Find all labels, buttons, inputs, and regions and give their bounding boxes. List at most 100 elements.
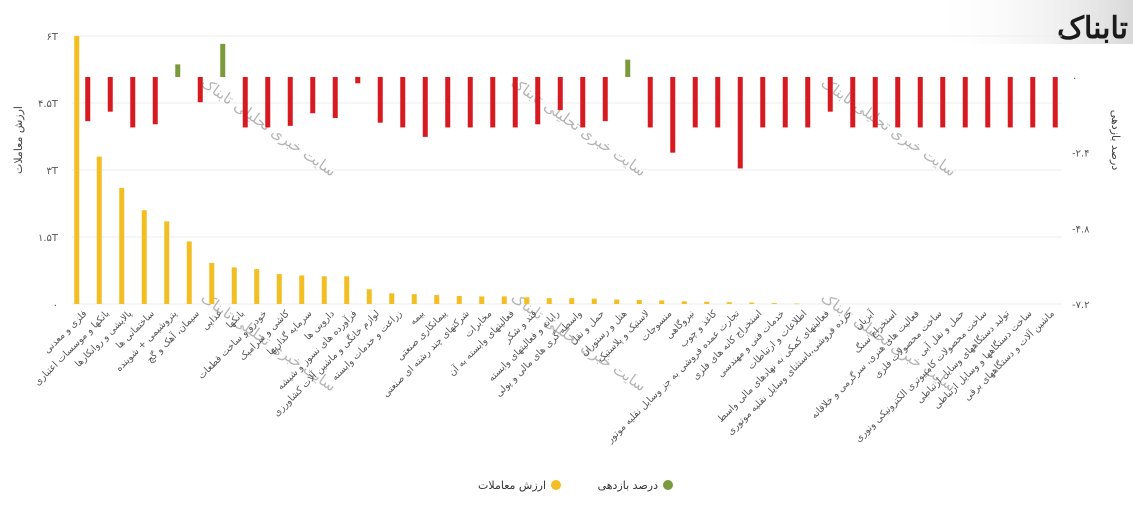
return-percent-bar[interactable] [400, 76, 406, 128]
return-percent-bar[interactable] [805, 76, 811, 128]
return-percent-bar[interactable] [422, 76, 428, 137]
trade-value-bar[interactable] [726, 302, 732, 304]
return-percent-bar[interactable] [985, 76, 991, 128]
trade-value-bar[interactable] [209, 262, 215, 304]
return-percent-bar[interactable] [670, 76, 676, 153]
trade-value-bar[interactable] [434, 295, 440, 304]
return-percent-bar[interactable] [152, 76, 158, 125]
trade-value-bar[interactable] [96, 156, 102, 304]
brand-band [930, 0, 1133, 44]
trade-value-bar[interactable] [186, 241, 192, 304]
gridlines [72, 35, 1062, 305]
trade-value-bar[interactable] [546, 298, 552, 304]
return-percent-bar[interactable] [287, 76, 293, 126]
right-tick-label: -۲.۴ [1072, 149, 1090, 160]
right-tick-label: ۰ [1072, 73, 1077, 84]
return-percent-bar[interactable] [872, 76, 878, 128]
return-percent-bar[interactable] [580, 76, 586, 128]
trade-value-bar[interactable] [119, 187, 125, 304]
return-percent-bar[interactable] [535, 76, 541, 125]
return-percent-bar[interactable] [962, 76, 968, 128]
return-percent-bar[interactable] [242, 76, 248, 128]
legend-marker-trade-value [551, 480, 561, 490]
trade-value-bar[interactable] [794, 303, 800, 305]
return-percent-bar[interactable] [220, 43, 226, 77]
trade-value-bar[interactable] [681, 301, 687, 304]
left-axis-ticks: ۰ ۱.۵T ۳T ۴.۵T ۶T [38, 32, 59, 311]
return-percent-bar[interactable] [265, 76, 271, 128]
return-percent-bar[interactable] [175, 64, 181, 77]
return-percent-bar[interactable] [602, 76, 608, 122]
watermark-text: سایت خبری تحلیلی تابناک [818, 74, 960, 181]
return-percent-bar[interactable] [625, 59, 631, 77]
return-percent-bar[interactable] [467, 76, 473, 128]
trade-value-bar[interactable] [479, 296, 485, 304]
legend-label-return-percent: درصد بازدهی [598, 479, 659, 492]
return-percent-bar[interactable] [827, 76, 833, 112]
trade-value-bar[interactable] [321, 276, 327, 304]
return-percent-bar[interactable] [445, 76, 451, 128]
return-percent-bar[interactable] [1052, 76, 1058, 128]
trade-value-bar[interactable] [389, 293, 395, 304]
return-percent-bars [85, 43, 1058, 169]
trade-value-bar[interactable] [141, 210, 147, 304]
return-percent-bar[interactable] [760, 76, 766, 128]
return-percent-bar[interactable] [895, 76, 901, 128]
return-percent-bar[interactable] [1030, 76, 1036, 128]
trade-value-bar[interactable] [749, 302, 755, 304]
return-percent-bar[interactable] [355, 76, 361, 84]
return-percent-bar[interactable] [557, 76, 563, 111]
left-tick-label: ۶T [47, 32, 59, 43]
brand-logo: تابناک [1057, 11, 1128, 46]
return-percent-bar[interactable] [692, 76, 698, 128]
legend-item-trade-value[interactable]: ارزش معاملات [478, 479, 561, 492]
right-axis-ticks: ۰ -۲.۴ -۴.۸ -۷.۲ [1072, 73, 1090, 311]
trade-value-bar[interactable] [456, 295, 462, 304]
legend-marker-return-percent [663, 480, 673, 490]
left-tick-label: ۱.۵T [38, 233, 59, 244]
right-axis-title: درصد بازدهی [1109, 110, 1122, 171]
legend-item-return-percent[interactable]: درصد بازدهی [598, 479, 673, 492]
trade-value-bar[interactable] [231, 267, 237, 304]
trade-value-bar[interactable] [254, 269, 260, 304]
trade-value-bar[interactable] [344, 276, 350, 304]
return-percent-bar[interactable] [197, 76, 203, 103]
return-percent-bar[interactable] [107, 76, 113, 112]
return-percent-bar[interactable] [1007, 76, 1013, 128]
return-percent-bar[interactable] [490, 76, 496, 128]
return-percent-bar[interactable] [310, 76, 316, 114]
return-percent-bar[interactable] [940, 76, 946, 128]
return-percent-bar[interactable] [85, 76, 91, 122]
return-percent-bar[interactable] [782, 76, 788, 128]
return-percent-bar[interactable] [647, 76, 653, 128]
trade-value-bar[interactable] [659, 300, 665, 304]
watermark-text: سایت خبری تحلیلی تابناک [508, 74, 650, 181]
return-percent-bar[interactable] [332, 76, 338, 118]
left-tick-label: ۳T [47, 166, 59, 177]
trade-value-bar[interactable] [524, 297, 530, 304]
return-percent-bar[interactable] [850, 76, 856, 128]
trade-value-bar[interactable] [636, 299, 642, 304]
legend-label-trade-value: ارزش معاملات [478, 479, 546, 492]
return-percent-bar[interactable] [715, 76, 721, 128]
return-percent-bar[interactable] [512, 76, 518, 128]
trade-value-bar[interactable] [501, 296, 507, 304]
trade-value-bar[interactable] [569, 298, 575, 304]
trade-value-bar[interactable] [614, 299, 620, 304]
return-percent-bar[interactable] [737, 76, 743, 169]
trade-value-bar[interactable] [704, 301, 710, 304]
trade-value-bar[interactable] [366, 289, 372, 304]
return-percent-bar[interactable] [917, 76, 923, 128]
trade-value-bar[interactable] [164, 221, 170, 304]
trade-value-bars [74, 36, 800, 305]
return-percent-bar[interactable] [130, 76, 136, 128]
trade-value-bar[interactable] [299, 275, 305, 304]
return-percent-bar[interactable] [377, 76, 383, 123]
trade-value-bar[interactable] [74, 36, 80, 304]
trade-value-bar[interactable] [771, 303, 777, 304]
trade-value-bar[interactable] [411, 294, 417, 304]
trade-value-bar[interactable] [591, 298, 597, 304]
left-tick-label: ۴.۵T [38, 99, 59, 110]
trade-value-bar[interactable] [276, 274, 282, 304]
